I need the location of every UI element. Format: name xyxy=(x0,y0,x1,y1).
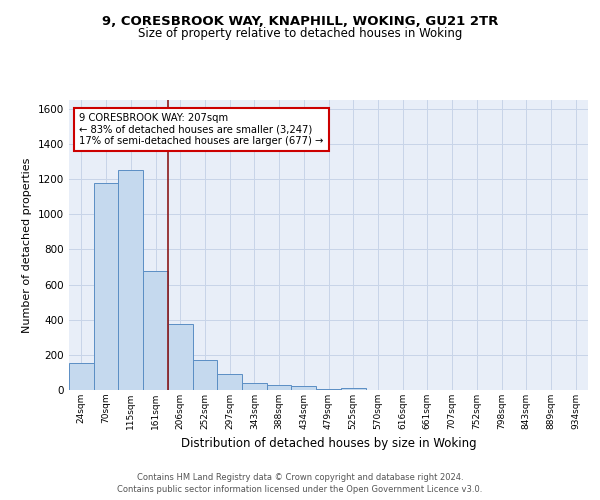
Text: 9 CORESBROOK WAY: 207sqm
← 83% of detached houses are smaller (3,247)
17% of sem: 9 CORESBROOK WAY: 207sqm ← 83% of detach… xyxy=(79,113,324,146)
Bar xyxy=(292,386,316,390)
Text: 9, CORESBROOK WAY, KNAPHILL, WOKING, GU21 2TR: 9, CORESBROOK WAY, KNAPHILL, WOKING, GU2… xyxy=(102,15,498,28)
Bar xyxy=(94,184,118,390)
Text: Size of property relative to detached houses in Woking: Size of property relative to detached ho… xyxy=(138,28,462,40)
Text: Contains HM Land Registry data © Crown copyright and database right 2024.: Contains HM Land Registry data © Crown c… xyxy=(137,472,463,482)
Text: Contains public sector information licensed under the Open Government Licence v3: Contains public sector information licen… xyxy=(118,485,482,494)
Bar xyxy=(242,384,267,390)
Bar xyxy=(316,388,341,390)
Bar xyxy=(341,388,365,390)
Bar xyxy=(193,360,217,390)
Bar xyxy=(168,324,193,390)
Y-axis label: Number of detached properties: Number of detached properties xyxy=(22,158,32,332)
Bar xyxy=(217,374,242,390)
Bar xyxy=(267,385,292,390)
Bar xyxy=(118,170,143,390)
Bar xyxy=(143,272,168,390)
X-axis label: Distribution of detached houses by size in Woking: Distribution of detached houses by size … xyxy=(181,438,476,450)
Bar xyxy=(69,363,94,390)
